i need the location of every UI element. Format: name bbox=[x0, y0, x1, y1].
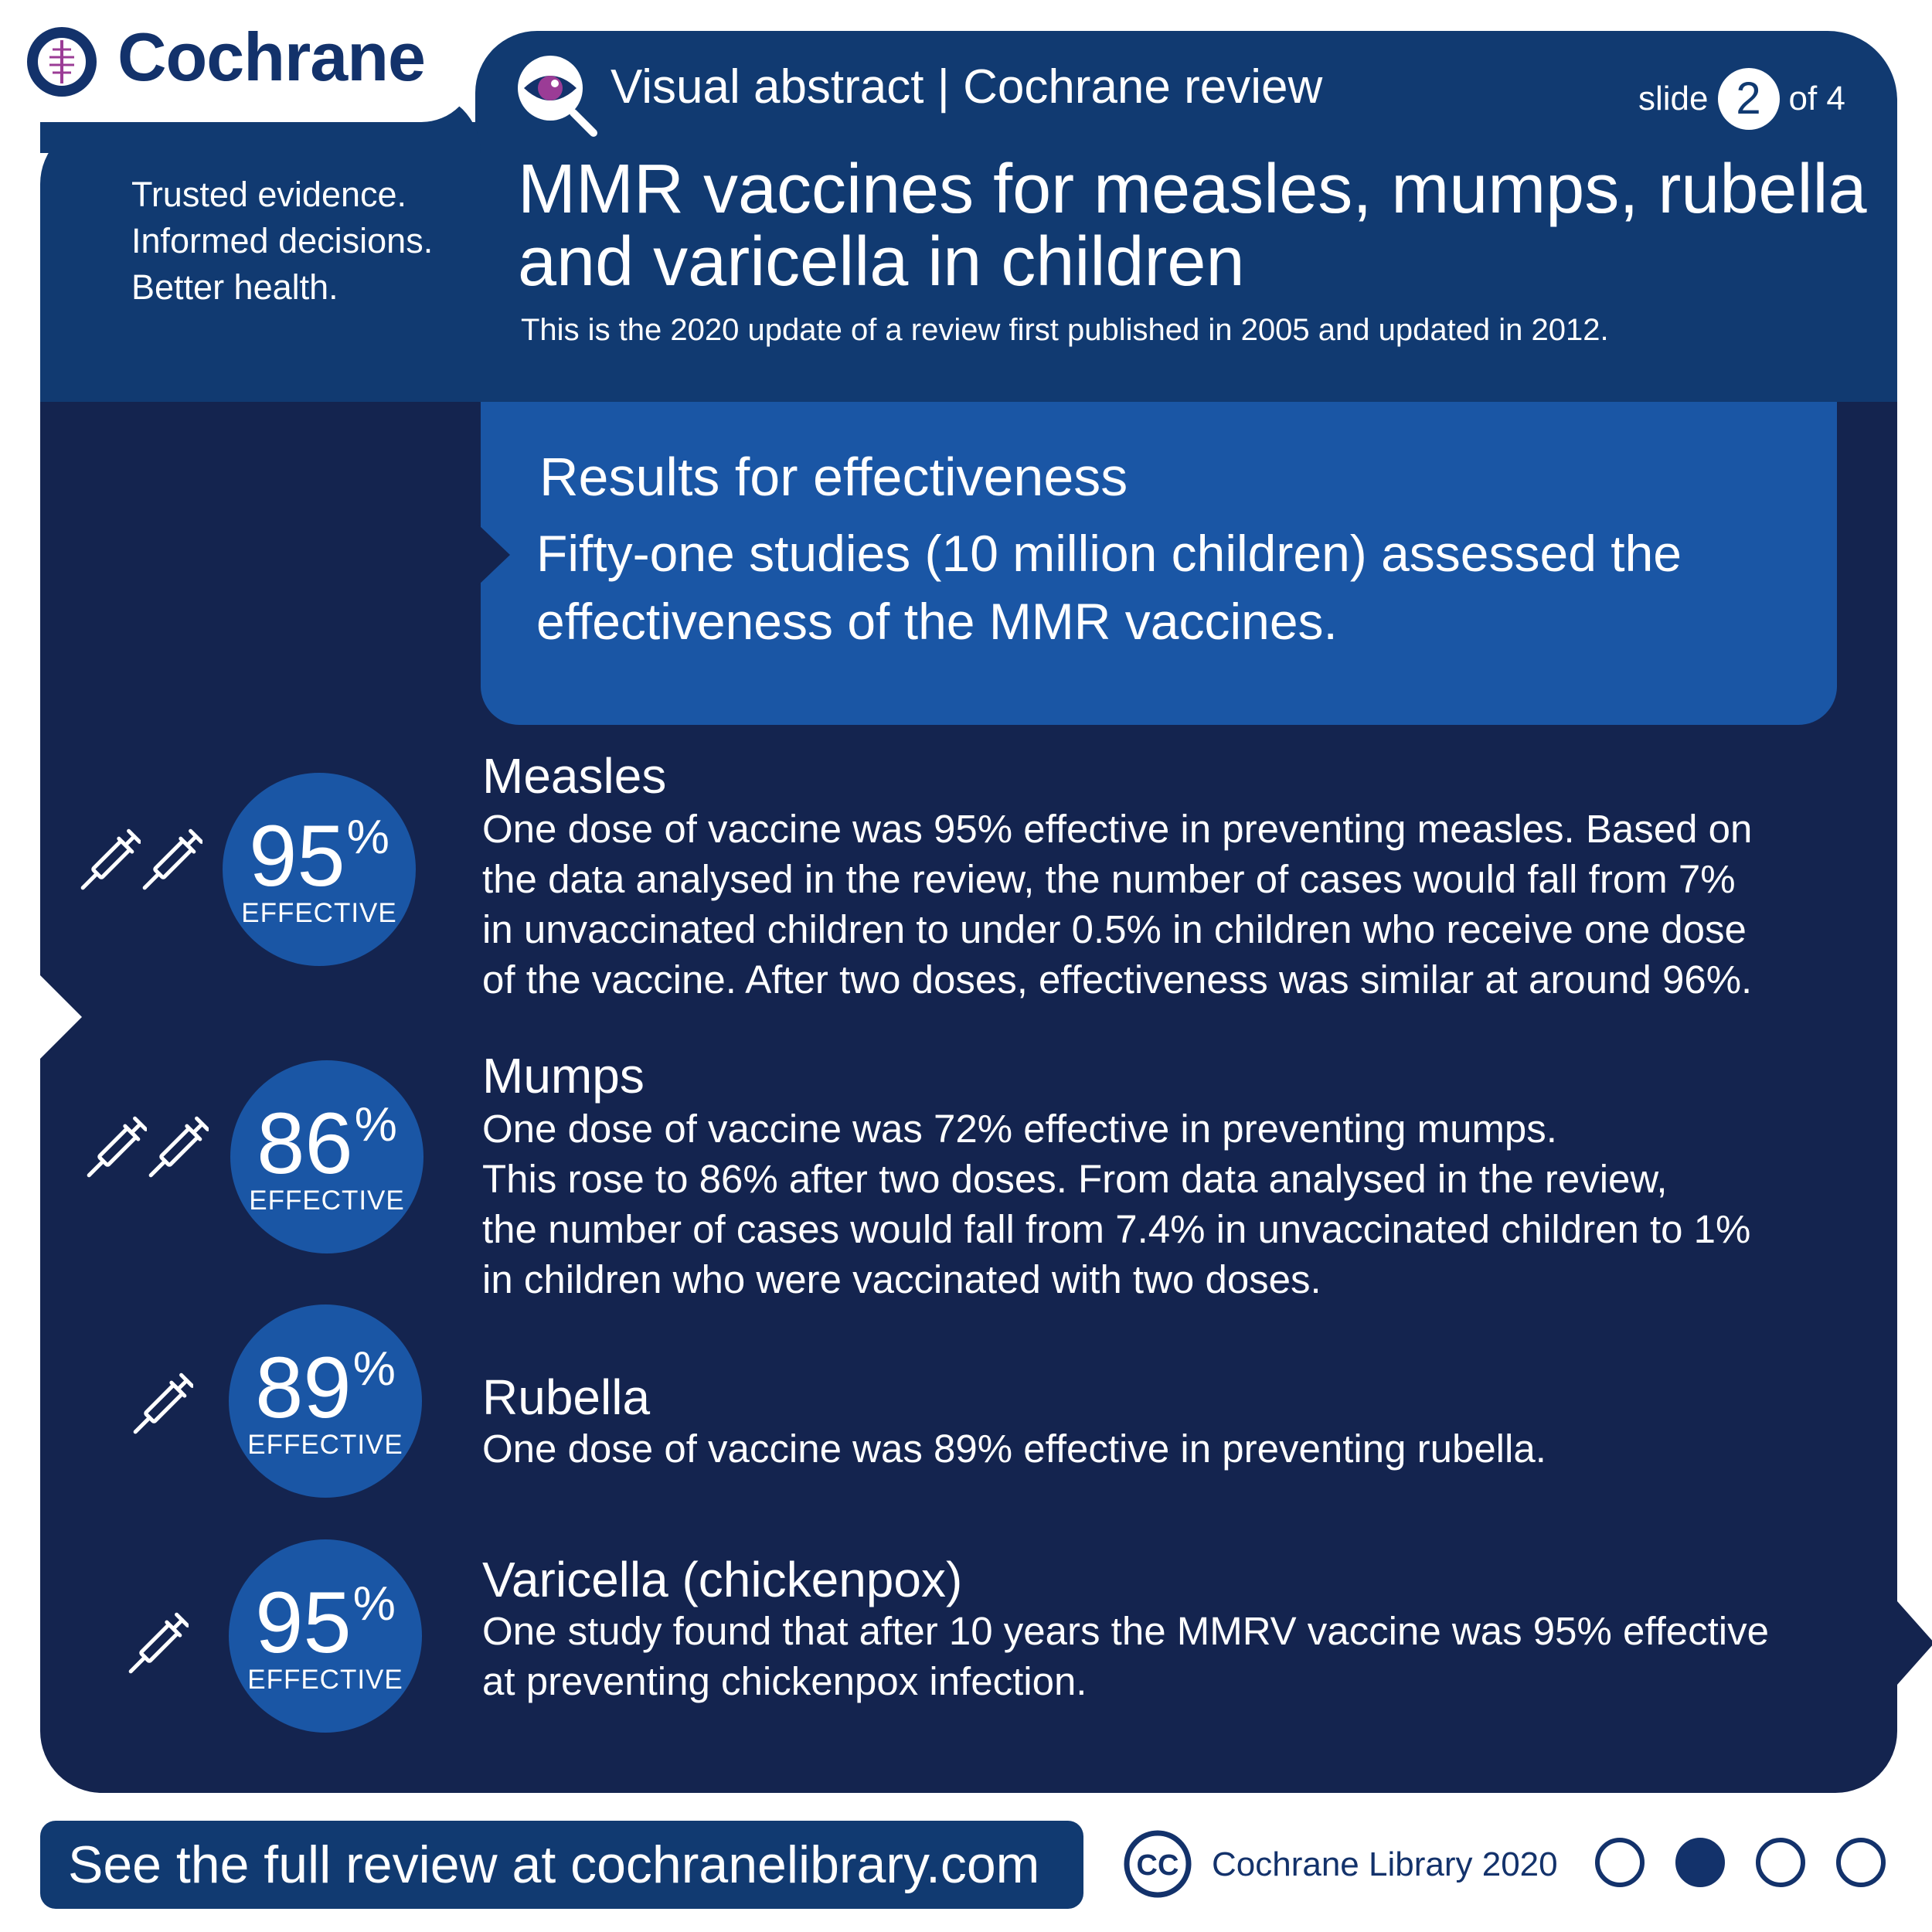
footer-credit: Cochrane Library 2020 bbox=[1212, 1845, 1558, 1883]
cochrane-logo-icon bbox=[27, 27, 97, 97]
syringe-icon bbox=[136, 821, 202, 906]
effectiveness-value: 95% bbox=[249, 808, 389, 904]
page-subtitle: This is the 2020 update of a review firs… bbox=[521, 313, 1609, 347]
outcome-title: Rubella bbox=[482, 1369, 651, 1425]
results-title: Results for effectiveness bbox=[539, 447, 1128, 507]
syringe-icon bbox=[127, 1365, 193, 1450]
effectiveness-label: EFFECTIVE bbox=[241, 898, 397, 928]
effectiveness-value: 89% bbox=[255, 1339, 396, 1436]
outcome-text: One study found that after 10 years the … bbox=[482, 1609, 1769, 1703]
page-dot-2[interactable] bbox=[1675, 1838, 1725, 1887]
page-dot-4[interactable] bbox=[1836, 1838, 1886, 1887]
outcome-text: One dose of vaccine was 72% effective in… bbox=[482, 1107, 1751, 1301]
page-dot-3[interactable] bbox=[1756, 1838, 1805, 1887]
tagline-line: Informed decisions. bbox=[131, 221, 434, 260]
outcome-title: Mumps bbox=[482, 1048, 645, 1104]
results-box-notch bbox=[478, 524, 510, 586]
eye-magnifier-icon bbox=[518, 56, 597, 137]
effectiveness-label: EFFECTIVE bbox=[249, 1185, 405, 1216]
creative-commons-icon: CC bbox=[1124, 1830, 1192, 1898]
effectiveness-label: EFFECTIVE bbox=[247, 1430, 403, 1460]
outcome-title: Varicella (chickenpox) bbox=[482, 1552, 963, 1607]
brand-name: Cochrane bbox=[117, 19, 426, 95]
full-review-link[interactable] bbox=[40, 1821, 1083, 1909]
slide-prefix: slide bbox=[1638, 80, 1709, 117]
right-notch bbox=[1897, 1601, 1932, 1685]
syringe-icon bbox=[122, 1604, 189, 1689]
tagline-line: Better health. bbox=[131, 267, 338, 307]
slide-suffix: of 4 bbox=[1788, 80, 1845, 117]
syringe-icon bbox=[80, 1108, 147, 1193]
effectiveness-value: 86% bbox=[257, 1095, 397, 1192]
tagline: Trusted evidence. Informed decisions. Be… bbox=[131, 172, 433, 311]
full-review-link-text[interactable]: See the full review at cochranelibrary.c… bbox=[68, 1835, 1040, 1894]
effectiveness-badge: 95% EFFECTIVE bbox=[223, 773, 416, 966]
slide-indicator: slide 2 of 4 bbox=[1638, 68, 1845, 130]
left-notch bbox=[40, 975, 82, 1059]
effectiveness-badge: 95% EFFECTIVE bbox=[229, 1539, 422, 1733]
effectiveness-value: 95% bbox=[255, 1574, 396, 1671]
effectiveness-badge: 89% EFFECTIVE bbox=[229, 1304, 422, 1498]
syringe-icon bbox=[142, 1108, 209, 1193]
results-summary-box bbox=[481, 402, 1837, 725]
cc-label: CC bbox=[1137, 1849, 1179, 1882]
outcome-text: One dose of vaccine was 89% effective in… bbox=[482, 1427, 1546, 1471]
slide-number: 2 bbox=[1717, 68, 1780, 130]
outcome-title: Measles bbox=[482, 748, 667, 804]
effectiveness-badge: 86% EFFECTIVE bbox=[230, 1060, 423, 1253]
page-dot-1[interactable] bbox=[1595, 1838, 1645, 1887]
page-title: MMR vaccines for measles, mumps, rubella… bbox=[518, 151, 1867, 301]
header-tab-background bbox=[475, 31, 1897, 147]
header-background bbox=[40, 122, 1897, 402]
outcome-text: One dose of vaccine was 95% effective in… bbox=[482, 807, 1753, 1002]
syringe-icon bbox=[74, 821, 141, 906]
tagline-line: Trusted evidence. bbox=[131, 175, 407, 214]
results-text: Fifty-one studies (10 million children) … bbox=[536, 525, 1682, 650]
header-label: Visual abstract | Cochrane review bbox=[611, 60, 1323, 114]
effectiveness-label: EFFECTIVE bbox=[247, 1665, 403, 1695]
